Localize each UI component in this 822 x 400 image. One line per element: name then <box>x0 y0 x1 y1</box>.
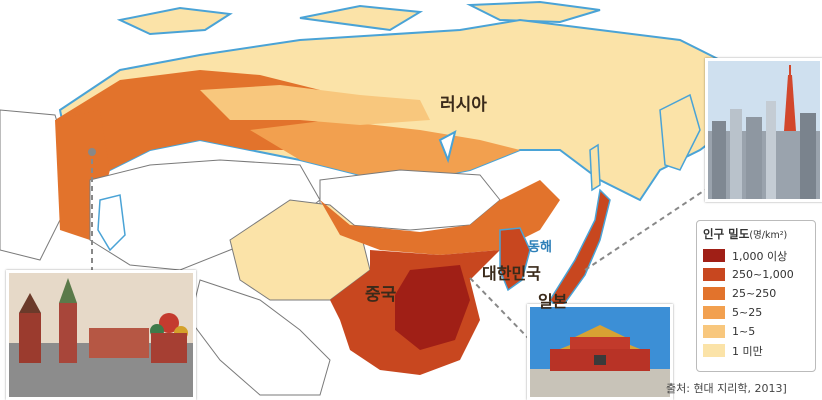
legend-label: 1 미만 <box>732 344 763 358</box>
legend-label: 1,000 이상 <box>732 249 788 263</box>
japan-islands <box>549 188 611 312</box>
legend-label: 250~1,000 <box>732 268 794 281</box>
legend-swatch <box>703 344 725 357</box>
caspian-sea <box>97 194 126 252</box>
tokyo-leader-line <box>584 189 706 271</box>
tokyo-photo <box>705 58 822 202</box>
legend-item: 5~25 <box>703 303 809 322</box>
legend-label: 25~250 <box>732 287 777 300</box>
legend-item: 1,000 이상 <box>703 246 809 265</box>
legend-item: 250~1,000 <box>703 265 809 284</box>
lake-baikal <box>438 130 457 164</box>
legend-swatch <box>703 249 725 262</box>
legend-swatch <box>703 306 725 319</box>
legend-title-text: 인구 밀도 <box>703 227 750 241</box>
east-sea-label: 동해 <box>528 240 552 255</box>
legend-swatch <box>703 325 725 338</box>
korea-peninsula <box>499 227 531 292</box>
russia-south-band <box>250 120 520 180</box>
legend-title: 인구 밀도(명/km²) <box>703 226 809 242</box>
sakhalin <box>589 143 601 192</box>
st-basil-dome <box>159 313 179 333</box>
source-note: 출처: 현대 지리학, 2013] <box>666 382 787 395</box>
china-dense <box>395 265 470 350</box>
korea-label: 대한민국 <box>482 264 541 283</box>
legend-unit: (명/km²) <box>749 230 788 241</box>
south-asia <box>189 279 331 396</box>
legend-item: 1 미만 <box>703 341 809 360</box>
legend-label: 1~5 <box>732 325 756 338</box>
moscow-photo <box>6 270 196 400</box>
moscow-marker <box>88 148 96 156</box>
legend-swatch <box>703 287 725 300</box>
legend-label: 5~25 <box>732 306 763 319</box>
russia-label: 러시아 <box>440 95 487 115</box>
beijing-photo <box>527 304 673 400</box>
beijing-leader-line <box>469 277 531 341</box>
japan-label: 일본 <box>538 292 568 311</box>
legend-item: 1~5 <box>703 322 809 341</box>
china-label: 중국 <box>365 285 397 305</box>
legend: 인구 밀도(명/km²) 1,000 이상 250~1,000 25~250 5~25… <box>696 220 816 372</box>
kamchatka <box>659 93 701 171</box>
legend-rows: 1,000 이상 250~1,000 25~250 5~25 1~5 1 미만 <box>703 246 809 360</box>
russia-central <box>200 85 430 125</box>
legend-item: 25~250 <box>703 284 809 303</box>
legend-swatch <box>703 268 725 281</box>
arctic-islands <box>116 0 601 36</box>
